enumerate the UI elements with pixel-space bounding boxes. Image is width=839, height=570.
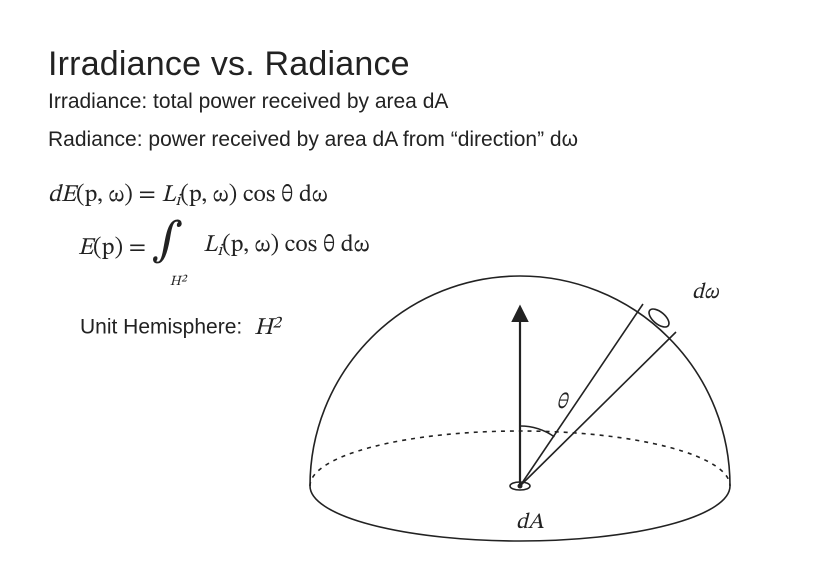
eq1-dE: dE [48,183,76,207]
eq2-args2: (p, ω) cos θ dω [222,233,369,257]
hemisphere-label-H: H [254,316,273,340]
page-title: Irradiance vs. Radiance [48,45,410,84]
hemisphere-label-text: Unit Hemisphere: [80,316,242,339]
equation-dE: dE(p, ω) = Li(p, ω) cos θ dω [48,180,370,211]
definition-radiance: Radiance: power received by area dA from… [48,128,578,152]
hemisphere-label: Unit Hemisphere: H2 [80,312,281,343]
equation-E: E(p) = ∫ H² Li(p, ω) cos θ dω [48,221,370,269]
integral-sign: ∫ H² [152,224,198,272]
integral-lower: H² [170,258,186,306]
svg-text:dA: dA [516,512,544,534]
svg-text:dω: dω [692,282,720,304]
eq2-E: E [78,236,93,260]
svg-text:θ: θ [556,392,569,414]
eq1-args2: (p, ω) cos θ dω [180,183,327,207]
eq1-Li: L [161,183,175,207]
eq1-args: (p, ω) = [76,183,161,207]
eq2-Li: L [203,233,217,257]
definition-irradiance: Irradiance: total power received by area… [48,90,448,114]
hemisphere-diagram: θ dω dA [280,268,760,558]
equations-block: dE(p, ω) = Li(p, ω) cos θ dω E(p) = ∫ H²… [48,180,370,269]
eq2-args: (p) = [93,236,146,260]
